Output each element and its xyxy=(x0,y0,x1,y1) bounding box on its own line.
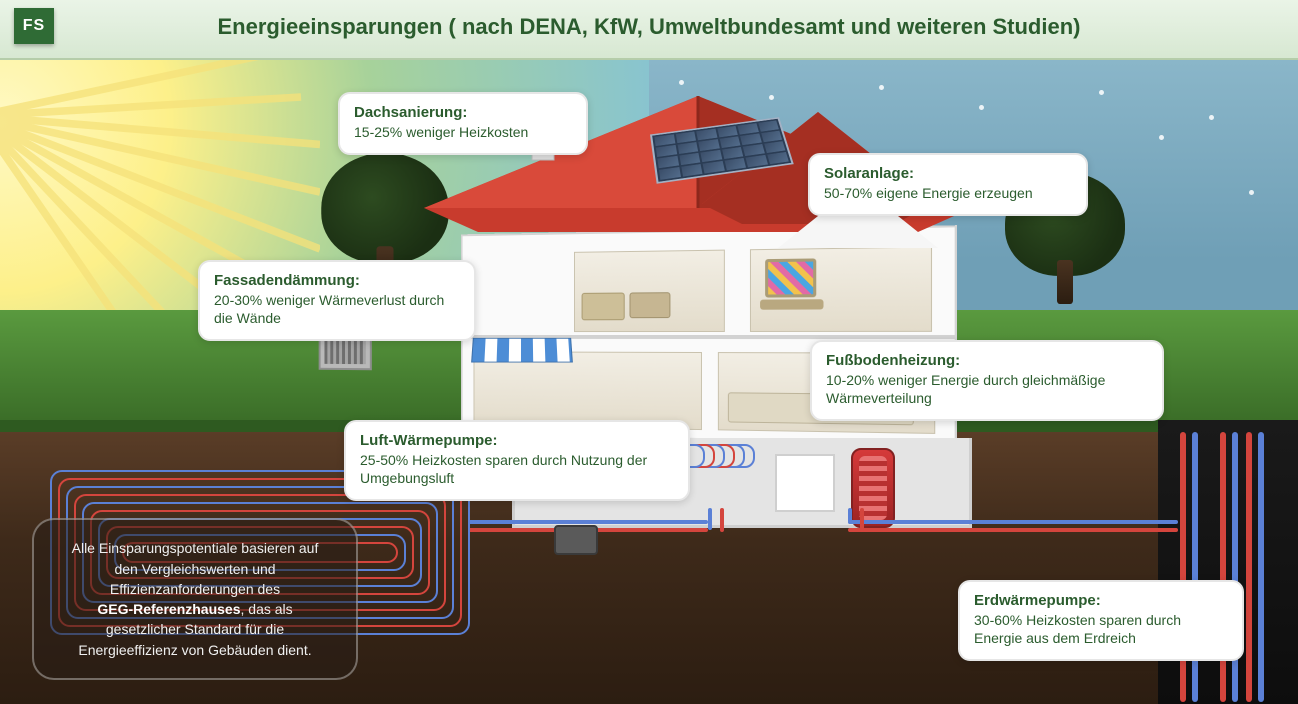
disclaimer-text: , das als xyxy=(241,601,293,617)
label-body: 15-25% weniger Heizkosten xyxy=(354,123,572,141)
label-title: Solaranlage: xyxy=(824,165,1072,182)
label-body: 30-60% Heizkosten sparen durch Energie a… xyxy=(974,611,1228,647)
disclaimer-box: Alle Einsparungspotentiale basieren auf … xyxy=(32,518,358,680)
label-body: 20-30% weniger Wärmeverlust durch die Wä… xyxy=(214,291,460,327)
label-body: 25-50% Heizkosten sparen durch Nutzung d… xyxy=(360,451,674,487)
label-title: Fußbodenheizung: xyxy=(826,352,1148,369)
disclaimer-text: Alle Einsparungspotentiale basieren auf xyxy=(72,540,319,556)
pipe-cold xyxy=(708,508,712,530)
label-luft-waermepumpe: Luft-Wärmepumpe: 25-50% Heizkosten spare… xyxy=(344,420,690,501)
cabinet-icon xyxy=(630,292,671,318)
tv-icon xyxy=(765,258,816,297)
disclaimer-text: Energieeffizienz von Gebäuden dient. xyxy=(78,642,311,658)
borehole-pipes xyxy=(1180,432,1260,702)
label-title: Luft-Wärmepumpe: xyxy=(360,432,674,449)
sofa-icon xyxy=(582,293,625,321)
label-dachsanierung: Dachsanierung: 15-25% weniger Heizkosten xyxy=(338,92,588,155)
label-title: Dachsanierung: xyxy=(354,104,572,121)
disclaimer-text: Effizienzanforderungen des xyxy=(110,581,280,597)
label-erdwaermepumpe: Erdwärmepumpe: 30-60% Heizkosten sparen … xyxy=(958,580,1244,661)
heater-unit-icon xyxy=(775,454,835,512)
label-fussbodenheizung: Fußbodenheizung: 10-20% weniger Energie … xyxy=(810,340,1164,421)
pipe-hot xyxy=(720,508,724,532)
pipe-cold xyxy=(848,520,1178,524)
pipe-hot xyxy=(848,528,1178,532)
label-fassadendaemmung: Fassadendämmung: 20-30% weniger Wärmever… xyxy=(198,260,476,341)
label-body: 10-20% weniger Energie durch gleichmäßig… xyxy=(826,371,1148,407)
label-body: 50-70% eigene Energie erzeugen xyxy=(824,184,1072,202)
buffer-tank-icon xyxy=(851,448,895,528)
manhole-icon xyxy=(554,525,598,555)
infographic-canvas: FS Energieeinsparungen ( nach DENA, KfW,… xyxy=(0,0,1298,704)
page-title: Energieeinsparungen ( nach DENA, KfW, Um… xyxy=(0,14,1298,40)
label-title: Fassadendämmung: xyxy=(214,272,460,289)
pipe-cold xyxy=(848,508,852,524)
pipe-hot xyxy=(860,508,864,532)
disclaimer-text: gesetzlicher Standard für die xyxy=(106,621,284,637)
header: FS Energieeinsparungen ( nach DENA, KfW,… xyxy=(0,0,1298,60)
awning-icon xyxy=(471,338,573,363)
disclaimer-text: den Vergleichswerten und xyxy=(114,561,275,577)
disclaimer-bold: GEG-Referenzhauses xyxy=(97,601,240,617)
label-solaranlage: Solaranlage: 50-70% eigene Energie erzeu… xyxy=(808,153,1088,216)
label-title: Erdwärmepumpe: xyxy=(974,592,1228,609)
pipe-cold xyxy=(468,520,708,524)
